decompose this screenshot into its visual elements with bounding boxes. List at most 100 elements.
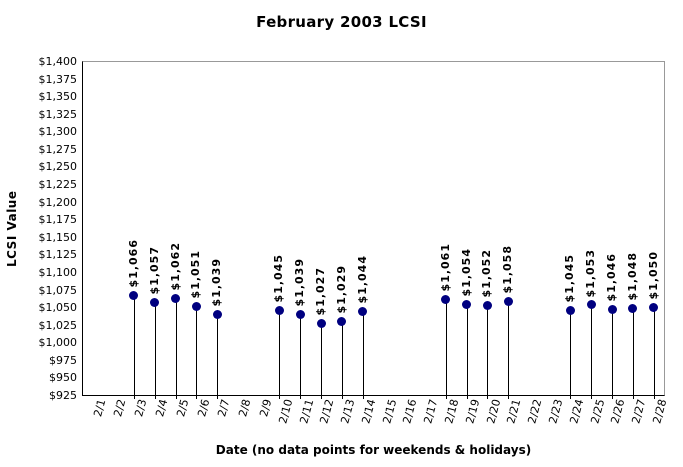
x-tick-label: 2/27	[629, 397, 649, 425]
drop-line	[612, 309, 614, 399]
drop-line	[653, 307, 655, 399]
data-point-marker	[565, 306, 575, 316]
data-point-marker	[358, 306, 368, 316]
y-tick-label: $975	[49, 353, 77, 367]
x-tick-label: 2/21	[504, 397, 524, 425]
x-tick-label: 2/7	[215, 397, 233, 419]
x-tick-label: 2/18	[442, 397, 462, 425]
drop-line	[217, 314, 219, 399]
x-axis-title: Date (no data points for weekends & holi…	[215, 443, 532, 457]
y-tick-label: $1,100	[38, 265, 78, 279]
drop-line	[570, 310, 572, 399]
data-point-label: $1,061	[438, 242, 452, 292]
data-point-label: $1,050	[646, 250, 660, 300]
x-tick-label: 2/12	[317, 397, 337, 425]
y-tick-label: $1,225	[38, 178, 78, 192]
x-tick-label: 2/10	[276, 397, 296, 425]
y-tick-label: $1,075	[38, 283, 78, 297]
data-point-marker	[482, 301, 492, 311]
y-tick-label: $1,250	[38, 160, 78, 174]
data-point-marker	[441, 294, 451, 304]
drop-line	[445, 299, 447, 399]
data-point-marker	[316, 318, 326, 328]
chart-title: February 2003 LCSI	[256, 13, 427, 31]
y-tick-label: $1,325	[38, 107, 78, 121]
y-tick-label: $1,300	[38, 125, 78, 139]
data-point-marker	[586, 300, 596, 310]
drop-line	[133, 295, 135, 399]
x-tick-label: 2/8	[236, 397, 254, 419]
plot-area	[82, 61, 665, 396]
data-point-label: $1,062	[168, 242, 182, 291]
y-tick-label: $1,000	[38, 336, 78, 350]
y-tick-label: $1,025	[38, 318, 78, 332]
data-point-label: $1,044	[355, 254, 369, 304]
data-point-label: $1,053	[584, 248, 598, 297]
y-tick-label: $1,175	[38, 213, 78, 227]
drop-line	[591, 304, 593, 399]
data-point-marker	[212, 310, 222, 320]
x-tick-label: 2/15	[380, 397, 399, 425]
drop-line	[466, 304, 468, 399]
drop-line	[279, 310, 281, 399]
y-axis-title: LCSI Value	[5, 190, 19, 267]
x-tick-label: 2/1	[90, 397, 108, 419]
data-point-marker	[171, 294, 181, 304]
x-tick-label: 2/19	[463, 397, 483, 425]
drop-line	[196, 306, 198, 399]
x-tick-label: 2/6	[194, 397, 212, 419]
data-point-marker	[274, 306, 284, 316]
drop-line	[362, 311, 364, 399]
y-tick-label: $1,125	[38, 248, 78, 262]
data-point-marker	[295, 310, 305, 320]
data-point-label: $1,045	[272, 254, 286, 303]
data-point-label: $1,057	[147, 245, 161, 295]
x-tick-label: 2/26	[608, 397, 628, 425]
drop-line	[300, 314, 302, 399]
data-point-label: $1,058	[501, 245, 515, 294]
data-point-label: $1,066	[126, 239, 140, 288]
data-point-marker	[462, 299, 472, 309]
data-point-label: $1,039	[210, 258, 224, 307]
x-tick-label: 2/28	[650, 397, 670, 425]
y-tick-label: $1,375	[38, 72, 78, 86]
data-point-marker	[191, 301, 201, 311]
x-tick-label: 2/23	[546, 397, 566, 425]
data-point-marker	[628, 304, 638, 313]
x-tick-label: 2/5	[173, 397, 192, 419]
data-point-marker	[649, 302, 659, 312]
y-tick-label: $1,400	[38, 55, 78, 68]
data-point-label: $1,052	[480, 249, 494, 298]
drop-line	[508, 301, 510, 399]
drop-line	[321, 323, 323, 399]
data-point-label: $1,054	[459, 247, 473, 297]
x-tick-label: 2/17	[421, 397, 441, 425]
drop-line	[632, 308, 634, 399]
x-tick-label: 2/25	[587, 397, 607, 425]
y-tick-label: $925	[49, 389, 77, 402]
x-tick-label: 2/13	[338, 397, 358, 425]
data-point-label: $1,051	[189, 249, 203, 299]
data-point-label: $1,027	[314, 266, 328, 316]
x-tick-label: 2/16	[400, 397, 420, 425]
y-tick-label: $1,200	[38, 195, 78, 209]
drop-line	[341, 321, 343, 399]
x-tick-label: 2/4	[153, 397, 171, 419]
data-point-marker	[337, 317, 347, 327]
drop-line	[154, 302, 156, 399]
x-tick-label: 2/9	[257, 397, 275, 419]
data-point-marker	[129, 291, 139, 301]
drop-line	[487, 305, 489, 399]
x-tick-label: 2/20	[483, 397, 503, 425]
y-tick-label: $1,350	[38, 90, 78, 104]
data-point-marker	[503, 296, 513, 306]
data-point-marker	[607, 305, 617, 315]
y-tick-label: $1,275	[38, 142, 78, 156]
y-tick-label: $950	[49, 371, 77, 385]
drop-line	[175, 298, 177, 399]
x-tick-label: 2/2	[111, 397, 129, 419]
data-point-label: $1,039	[293, 258, 307, 307]
x-tick-label: 2/14	[359, 397, 379, 425]
data-point-label: $1,046	[605, 253, 619, 302]
